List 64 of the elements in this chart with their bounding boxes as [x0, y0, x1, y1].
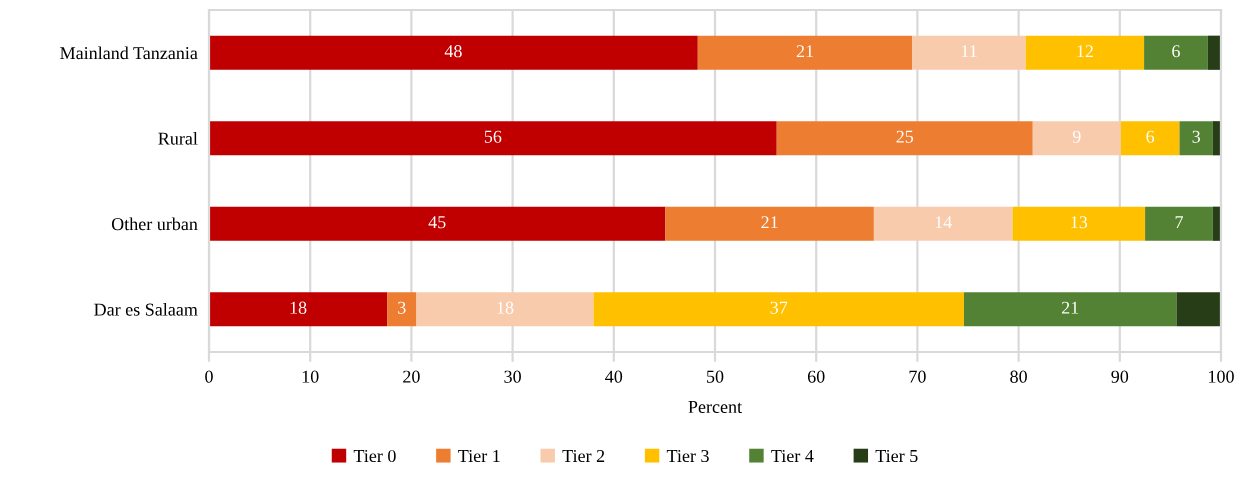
- bar: [387, 292, 417, 327]
- data-label: 18: [497, 301, 514, 314]
- bar: [1032, 121, 1121, 156]
- bar: [1025, 35, 1145, 70]
- data-label: 21: [796, 45, 814, 58]
- bar: [1176, 292, 1221, 327]
- x-tick-label: 20: [403, 370, 420, 383]
- data-label: 9: [1072, 130, 1081, 143]
- x-axis-title: Percent: [688, 401, 742, 414]
- x-tick-label: 90: [1111, 370, 1129, 383]
- x-tick-label: 40: [605, 370, 623, 383]
- data-label: 48: [444, 45, 462, 58]
- y-tick-label: Dar es Salaam: [94, 302, 198, 316]
- bar: [1012, 206, 1146, 241]
- data-label: 12: [1077, 45, 1093, 58]
- y-tick-label: Rural: [158, 131, 198, 145]
- bar: [912, 35, 1026, 70]
- y-tick-label: Other urban: [111, 217, 198, 231]
- x-tick-label: 80: [1010, 370, 1027, 383]
- bar: [963, 292, 1177, 327]
- x-tick-label: 60: [807, 370, 825, 383]
- bar: [209, 121, 777, 156]
- x-tick-label: 0: [205, 370, 213, 383]
- x-tick-label: 30: [504, 370, 521, 383]
- data-label: 6: [1172, 45, 1180, 58]
- legend-label: Tier 5: [875, 449, 918, 463]
- bar: [665, 206, 874, 241]
- bar: [209, 35, 698, 70]
- bar: [1144, 35, 1208, 70]
- bar: [416, 292, 594, 327]
- data-label: 45: [428, 216, 446, 229]
- data-label: 7: [1175, 216, 1183, 229]
- data-label: 37: [770, 301, 788, 314]
- bar: [1145, 206, 1213, 241]
- x-tick-label: 100: [1209, 370, 1234, 383]
- bar: [209, 292, 388, 327]
- bar: [873, 206, 1013, 241]
- data-label: 13: [1071, 216, 1088, 229]
- data-label: 25: [896, 130, 914, 143]
- data-label: 21: [1061, 301, 1079, 314]
- bar: [593, 292, 964, 327]
- x-tick-label: 50: [707, 370, 724, 383]
- legend-label: Tier 3: [666, 449, 709, 463]
- bar: [776, 121, 1033, 156]
- legend-label: Tier 0: [353, 449, 396, 463]
- y-tick-label: Mainland Tanzania: [60, 46, 198, 60]
- legend-label: Tier 2: [562, 449, 605, 463]
- data-label: 21: [761, 216, 778, 229]
- x-tick-label: 70: [909, 370, 926, 383]
- data-label: 18: [290, 301, 307, 314]
- bar: [1120, 121, 1180, 156]
- data-label: 14: [935, 216, 952, 229]
- data-label: 3: [1192, 130, 1201, 143]
- x-tick-label: 10: [302, 370, 319, 383]
- legend-label: Tier 4: [771, 449, 814, 463]
- data-label: 56: [484, 130, 502, 143]
- data-label: 11: [961, 45, 977, 58]
- bar: [697, 35, 913, 70]
- bar: [1179, 121, 1213, 156]
- legend-label: Tier 1: [458, 449, 500, 463]
- data-label: 3: [398, 301, 406, 314]
- data-label: 6: [1146, 130, 1155, 143]
- bar: [209, 206, 666, 241]
- bar: [1207, 35, 1221, 70]
